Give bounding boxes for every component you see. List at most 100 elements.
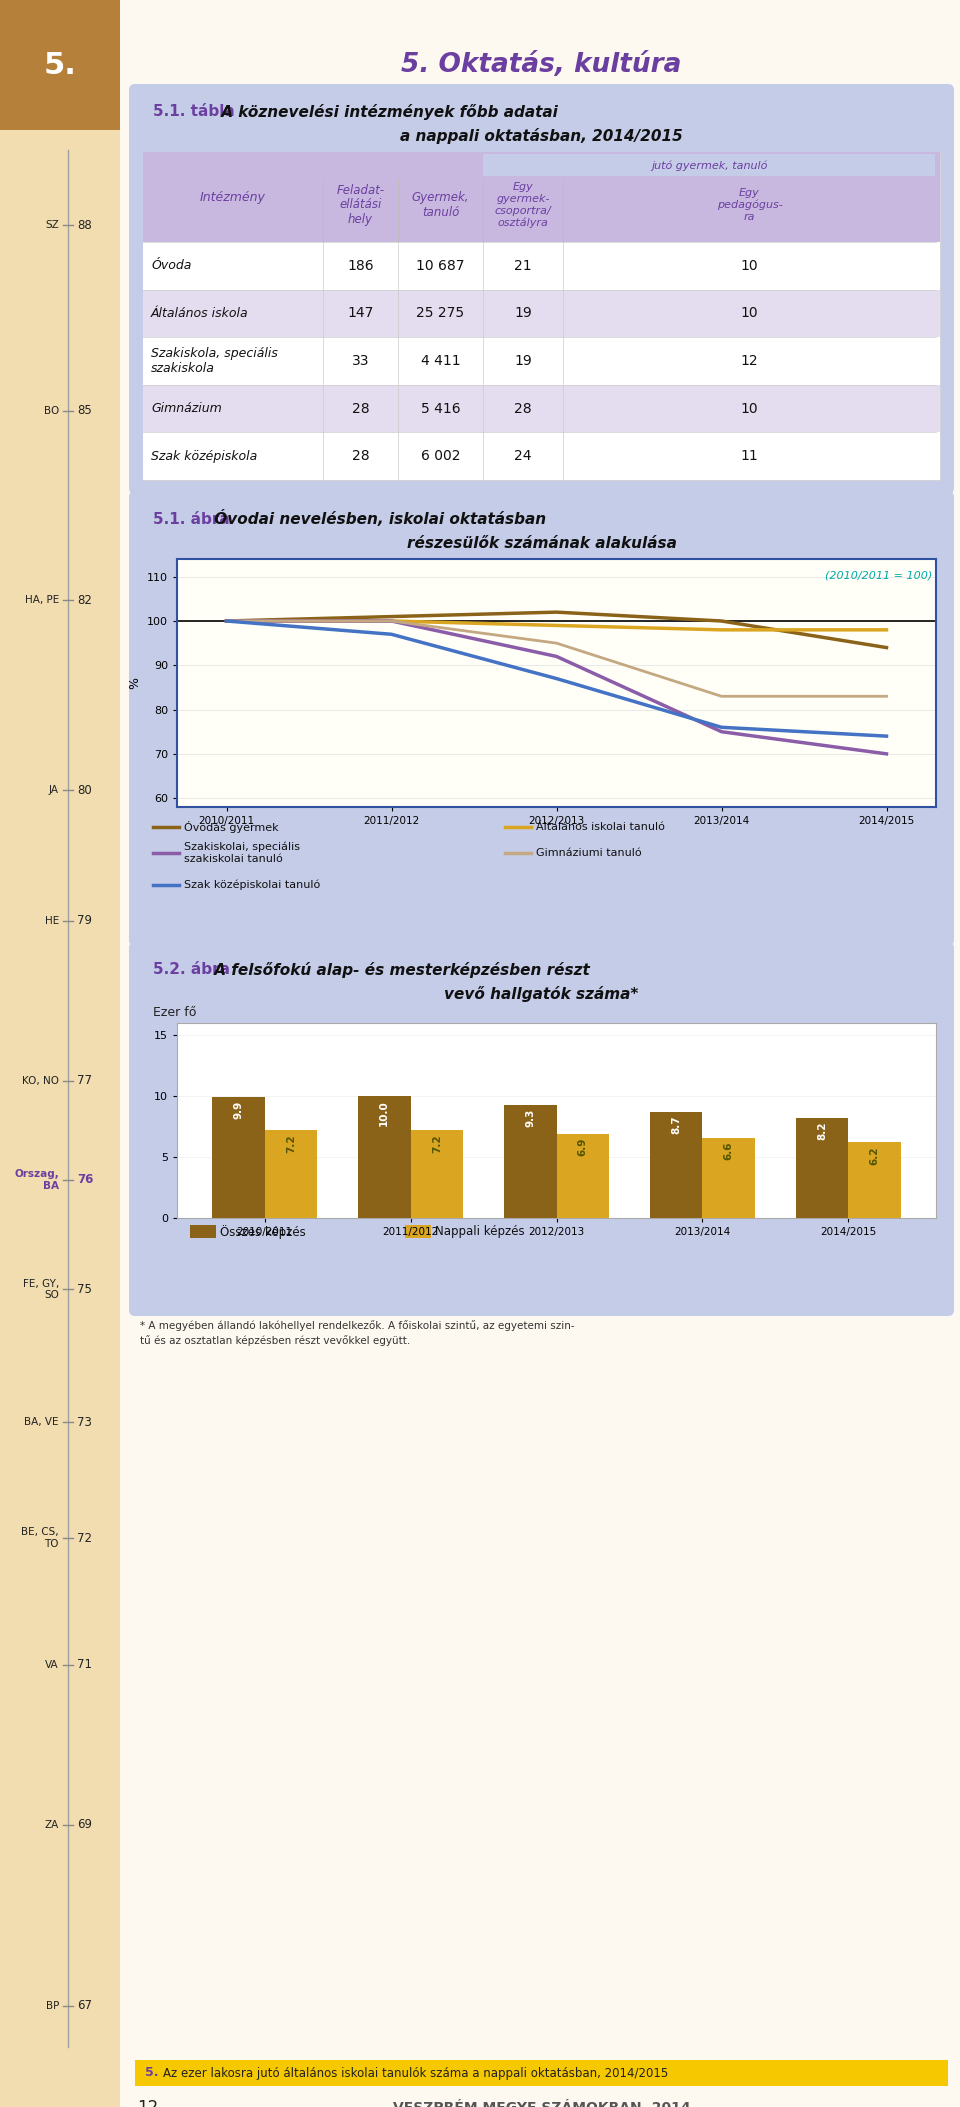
Text: 5 416: 5 416 (420, 402, 460, 415)
Text: SZ: SZ (45, 221, 59, 230)
Text: 33: 33 (351, 354, 370, 369)
Text: Általános iskola: Általános iskola (151, 308, 249, 320)
Text: 73: 73 (77, 1416, 92, 1429)
Text: HE: HE (45, 917, 59, 925)
Bar (265, 1129, 317, 1218)
Text: Gimnázium: Gimnázium (151, 402, 222, 415)
Text: 8.7: 8.7 (671, 1115, 682, 1134)
Text: Az ezer lakosra jutó általános iskolai tanulók száma a nappali oktatásban, 2014/: Az ezer lakosra jutó általános iskolai t… (163, 2067, 668, 2080)
Text: 5.: 5. (145, 2067, 158, 2080)
Text: Óvoda: Óvoda (151, 259, 191, 272)
Text: 71: 71 (77, 1658, 92, 1671)
Bar (143, 152, 940, 480)
Text: 5.1. ábra: 5.1. ábra (153, 512, 229, 527)
Text: 75: 75 (77, 1283, 92, 1296)
Bar (411, 1129, 463, 1218)
Text: Gimnáziumi tanuló: Gimnáziumi tanuló (536, 847, 641, 858)
Text: ZA: ZA (45, 1820, 59, 1829)
Text: 25 275: 25 275 (417, 306, 465, 320)
Text: 19: 19 (515, 306, 532, 320)
Text: Szakiskola, speciális
szakiskola: Szakiskola, speciális szakiskola (151, 346, 277, 375)
Text: * A megyében állandó lakóhellyel rendelkezők. A főiskolai szintű, az egyetemi sz: * A megyében állandó lakóhellyel rendelk… (140, 1319, 575, 1346)
Text: 72: 72 (77, 1532, 92, 1544)
Text: 8.2: 8.2 (817, 1121, 828, 1140)
Bar (143, 386, 940, 432)
Text: 10 687: 10 687 (417, 259, 465, 272)
Text: 186: 186 (348, 259, 373, 272)
Bar (135, 2061, 948, 2086)
Text: 7.2: 7.2 (432, 1134, 442, 1153)
Bar (650, 1112, 703, 1218)
FancyBboxPatch shape (129, 942, 954, 1317)
Text: részesülők számának alakulása: részesülők számának alakulása (407, 535, 677, 550)
Text: vevő hallgatók száma*: vevő hallgatók száma* (444, 986, 638, 1003)
Text: BE, CS,
TO: BE, CS, TO (21, 1528, 59, 1549)
Text: Szak középiskolai tanuló: Szak középiskolai tanuló (184, 881, 321, 891)
Text: 85: 85 (77, 405, 92, 417)
Text: 5.2. ábra: 5.2. ábra (153, 963, 230, 978)
Text: Ezer fő: Ezer fő (153, 1007, 197, 1020)
Text: 77: 77 (77, 1075, 92, 1087)
Text: 10: 10 (741, 259, 758, 272)
FancyBboxPatch shape (129, 491, 954, 946)
Text: 88: 88 (77, 219, 92, 232)
Bar (143, 289, 940, 337)
Text: 7.2: 7.2 (286, 1134, 296, 1153)
Text: 12: 12 (137, 2099, 158, 2107)
Text: 79: 79 (77, 914, 92, 927)
Text: Gyermek,
tanuló: Gyermek, tanuló (412, 192, 469, 219)
Text: 9.9: 9.9 (233, 1102, 243, 1119)
Text: 4 411: 4 411 (420, 354, 460, 369)
Text: jutó gyermek, tanuló: jutó gyermek, tanuló (651, 160, 768, 171)
Text: 28: 28 (351, 449, 370, 464)
Text: 10: 10 (741, 306, 758, 320)
Text: Óvodai nevelésben, iskolai oktatásban: Óvodai nevelésben, iskolai oktatásban (209, 510, 546, 527)
Text: 24: 24 (515, 449, 532, 464)
Text: A felsőfokú alap- és mesterképzésben részt: A felsőfokú alap- és mesterképzésben rés… (209, 963, 589, 978)
Bar (190, 1224, 216, 1239)
Text: Intézmény: Intézmény (200, 190, 266, 204)
Bar (143, 152, 940, 242)
Text: 28: 28 (351, 402, 370, 415)
Text: Orszag,
BA: Orszag, BA (14, 1169, 59, 1190)
Bar (0, 131, 120, 2107)
Bar (212, 1098, 265, 1218)
Text: FE, GY,
SO: FE, GY, SO (23, 1279, 59, 1300)
Bar (0, 0, 120, 131)
Text: BO: BO (44, 407, 59, 415)
Text: 11: 11 (740, 449, 758, 464)
Text: 5.1. tábla: 5.1. tábla (153, 105, 235, 120)
Text: Összes képzés: Összes képzés (220, 1224, 305, 1239)
Bar (358, 1096, 411, 1218)
Text: Szakiskolai, speciális
szakiskolai tanuló: Szakiskolai, speciális szakiskolai tanul… (184, 841, 300, 864)
Text: 10: 10 (741, 402, 758, 415)
Bar (504, 1104, 557, 1218)
Y-axis label: %: % (129, 676, 141, 689)
Text: 12: 12 (741, 354, 758, 369)
Bar (703, 1138, 755, 1218)
Text: KO, NO: KO, NO (22, 1077, 59, 1085)
Text: 80: 80 (77, 784, 92, 796)
Text: a nappali oktatásban, 2014/2015: a nappali oktatásban, 2014/2015 (400, 129, 683, 143)
Text: VESZPRÉM MEGYE SZÁMOKBAN, 2014: VESZPRÉM MEGYE SZÁMOKBAN, 2014 (393, 2101, 690, 2107)
Text: 19: 19 (515, 354, 532, 369)
Text: Óvodás gyermek: Óvodás gyermek (184, 822, 278, 832)
Text: A köznevelési intézmények főbb adatai: A köznevelési intézmények főbb adatai (216, 103, 558, 120)
Text: 28: 28 (515, 402, 532, 415)
Bar (405, 1224, 431, 1239)
Text: 5.: 5. (43, 51, 77, 80)
Text: Általános iskolai tanuló: Általános iskolai tanuló (536, 822, 665, 832)
Text: 6.2: 6.2 (870, 1146, 879, 1165)
Text: 67: 67 (77, 2000, 92, 2012)
Text: Egy
gyermek-
csoportra/
osztályra: Egy gyermek- csoportra/ osztályra (494, 183, 551, 228)
Text: 10.0: 10.0 (379, 1100, 389, 1125)
Text: (2010/2011 = 100): (2010/2011 = 100) (826, 571, 933, 579)
Text: 21: 21 (515, 259, 532, 272)
Bar (849, 1142, 901, 1218)
Text: 6.9: 6.9 (578, 1138, 588, 1157)
Text: HA, PE: HA, PE (25, 596, 59, 605)
Text: 76: 76 (77, 1174, 93, 1186)
Bar (143, 242, 940, 289)
Text: BA, VE: BA, VE (25, 1418, 59, 1426)
Text: Nappali képzés: Nappali képzés (435, 1226, 524, 1239)
